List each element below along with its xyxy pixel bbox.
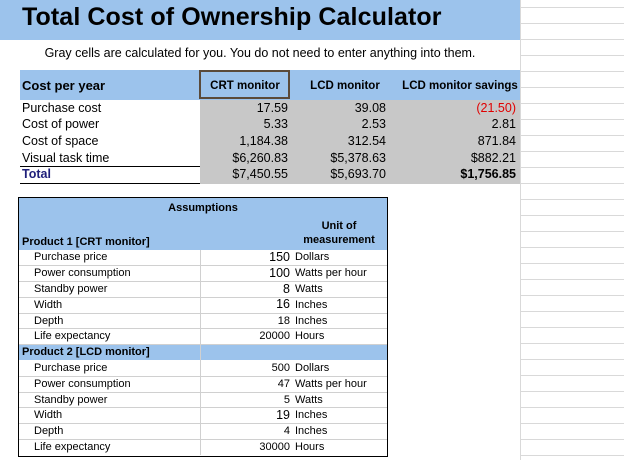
p2-depth-label[interactable]: Depth	[34, 425, 64, 437]
total-underline	[20, 183, 200, 184]
lcd-monitor-header[interactable]: LCD monitor	[310, 80, 380, 92]
p2-life-expectancy-value[interactable]: 30000	[259, 441, 290, 453]
p1-life-expectancy-unit[interactable]: Hours	[295, 330, 325, 342]
selected-cell-outline[interactable]	[199, 70, 290, 99]
p1-life-expectancy-label[interactable]: Life expectancy	[34, 330, 111, 342]
lcd-total[interactable]: $5,693.70	[330, 167, 386, 181]
p1-power-consumption-value[interactable]: 100	[269, 266, 290, 280]
p1-purchase-price-label[interactable]: Purchase price	[34, 251, 108, 263]
row-divider	[19, 281, 387, 282]
assumptions-column-divider	[200, 250, 201, 455]
crt-monitor-header[interactable]: CRT monitor	[210, 80, 280, 92]
sheet-gridlines	[520, 0, 624, 460]
p2-standby-power-value[interactable]: 5	[283, 394, 290, 406]
crt-visual-task-time[interactable]: $6,260.83	[232, 151, 288, 165]
p1-purchase-price-value[interactable]: 150	[269, 250, 290, 264]
cost-table-header	[20, 70, 520, 100]
p2-purchase-price-label[interactable]: Purchase price	[34, 362, 108, 374]
title-band	[0, 0, 520, 40]
p1-standby-power-value[interactable]: 8	[283, 282, 290, 296]
p2-power-consumption-unit[interactable]: Watts per hour	[295, 378, 367, 390]
crt-total[interactable]: $7,450.55	[232, 167, 288, 181]
row-label-purchase-cost[interactable]: Purchase cost	[22, 101, 102, 115]
p1-life-expectancy-value[interactable]: 20000	[259, 330, 290, 342]
p2-standby-power-unit[interactable]: Watts	[295, 394, 323, 406]
p2-power-consumption-value[interactable]: 47	[277, 378, 290, 390]
unit-header-line1[interactable]: Unit of	[321, 220, 357, 232]
row-divider	[19, 407, 387, 408]
crt-cost-of-power[interactable]: 5.33	[263, 117, 288, 131]
lcd-purchase-cost[interactable]: 39.08	[354, 101, 386, 115]
row-divider	[19, 297, 387, 298]
savings-visual-task-time[interactable]: $882.21	[470, 151, 516, 165]
instruction-note: Gray cells are calculated for you. You d…	[44, 46, 476, 60]
assumptions-header-band	[19, 198, 387, 250]
p1-width-label[interactable]: Width	[34, 299, 63, 311]
savings-total[interactable]: $1,756.85	[460, 167, 516, 181]
crt-cost-of-space[interactable]: 1,184.38	[239, 134, 288, 148]
p1-width-value[interactable]: 16	[276, 297, 290, 311]
row-label-cost-of-power[interactable]: Cost of power	[22, 117, 100, 131]
crt-purchase-cost[interactable]: 17.59	[256, 101, 288, 115]
p1-depth-unit[interactable]: Inches	[295, 315, 328, 327]
savings-purchase-cost[interactable]: (21.50)	[476, 101, 516, 115]
p1-width-unit[interactable]: Inches	[295, 299, 328, 311]
p2-power-consumption-label[interactable]: Power consumption	[34, 378, 131, 390]
p2-depth-unit[interactable]: Inches	[295, 425, 328, 437]
total-divider	[20, 166, 200, 167]
row-divider	[19, 265, 387, 266]
lcd-visual-task-time[interactable]: $5,378.63	[330, 151, 386, 165]
p2-width-value[interactable]: 19	[276, 408, 290, 422]
row-label-total[interactable]: Total	[22, 167, 51, 181]
p1-depth-label[interactable]: Depth	[34, 315, 64, 327]
lcd-cost-of-power[interactable]: 2.53	[361, 117, 386, 131]
p2-life-expectancy-unit[interactable]: Hours	[295, 441, 325, 453]
p1-power-consumption-label[interactable]: Power consumption	[34, 267, 131, 279]
p2-purchase-price-value[interactable]: 500	[271, 362, 290, 374]
calculated-cells	[200, 100, 520, 184]
p1-purchase-price-unit[interactable]: Dollars	[295, 251, 330, 263]
unit-header-line2[interactable]: measurement	[303, 234, 375, 246]
cost-per-year-header[interactable]: Cost per year	[22, 78, 106, 93]
savings-cost-of-space[interactable]: 871.84	[477, 134, 516, 148]
assumptions-table	[18, 197, 388, 457]
p1-standby-power-label[interactable]: Standby power	[34, 283, 108, 295]
product1-title[interactable]: Product 1 [CRT monitor]	[22, 236, 150, 248]
p2-width-label[interactable]: Width	[34, 409, 63, 421]
row-divider	[19, 439, 387, 440]
p2-standby-power-label[interactable]: Standby power	[34, 394, 108, 406]
product2-band	[19, 344, 387, 360]
savings-cost-of-power[interactable]: 2.81	[491, 117, 516, 131]
p1-standby-power-unit[interactable]: Watts	[295, 283, 323, 295]
row-divider	[19, 328, 387, 329]
row-label-cost-of-space[interactable]: Cost of space	[22, 134, 99, 148]
row-divider	[19, 313, 387, 314]
p2-purchase-price-unit[interactable]: Dollars	[295, 362, 330, 374]
row-divider	[19, 392, 387, 393]
p2-life-expectancy-label[interactable]: Life expectancy	[34, 441, 111, 453]
p1-power-consumption-unit[interactable]: Watts per hour	[295, 267, 367, 279]
lcd-savings-header[interactable]: LCD monitor savings	[402, 80, 518, 92]
lcd-cost-of-space[interactable]: 312.54	[347, 134, 386, 148]
row-divider	[19, 423, 387, 424]
p1-depth-value[interactable]: 18	[277, 315, 290, 327]
p2-width-unit[interactable]: Inches	[295, 409, 328, 421]
assumptions-title[interactable]: Assumptions	[168, 202, 238, 214]
row-label-visual-task-time[interactable]: Visual task time	[22, 151, 110, 165]
page-title: Total Cost of Ownership Calculator	[22, 3, 442, 31]
row-divider	[19, 344, 387, 345]
row-divider	[19, 376, 387, 377]
p2-depth-value[interactable]: 4	[283, 425, 290, 437]
product2-title[interactable]: Product 2 [LCD monitor]	[22, 346, 150, 358]
